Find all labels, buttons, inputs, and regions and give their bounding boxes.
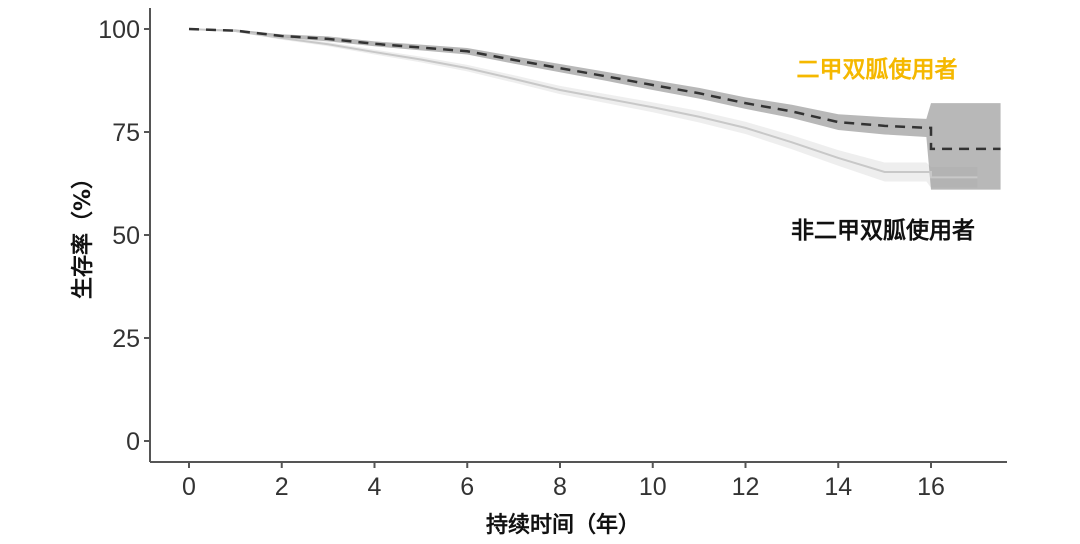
survival-curves bbox=[188, 27, 1001, 179]
x-tick-label: 6 bbox=[460, 473, 474, 501]
x-tick-label: 12 bbox=[732, 473, 760, 501]
x-tick-label: 8 bbox=[553, 473, 567, 501]
x-axis-label: 持续时间（年） bbox=[486, 512, 640, 538]
survival-line-1 bbox=[188, 28, 978, 179]
label-non-metformin-users: 非二甲双胍使用者 bbox=[791, 217, 975, 244]
x-tick-label: 10 bbox=[639, 473, 667, 501]
y-tick-label: 0 bbox=[126, 428, 140, 456]
x-tick-label: 14 bbox=[824, 473, 852, 501]
x-tick-label: 16 bbox=[917, 473, 945, 501]
y-axis-label: 生存率（%） bbox=[70, 167, 96, 299]
axis-ticks: 0 2 4 6 8 10 12 14 16 0 25 50 75 100 bbox=[98, 16, 945, 501]
y-tick-label: 75 bbox=[112, 119, 140, 147]
label-metformin-users: 二甲双胍使用者 bbox=[797, 56, 958, 83]
y-tick-label: 100 bbox=[98, 16, 140, 44]
y-tick-label: 25 bbox=[112, 325, 140, 353]
x-tick-label: 0 bbox=[182, 473, 196, 501]
survival-line-0 bbox=[188, 27, 1001, 151]
y-tick-label: 50 bbox=[112, 222, 140, 250]
x-tick-label: 2 bbox=[275, 473, 289, 501]
x-tick-label: 4 bbox=[368, 473, 382, 501]
confidence-bands bbox=[189, 29, 1001, 190]
